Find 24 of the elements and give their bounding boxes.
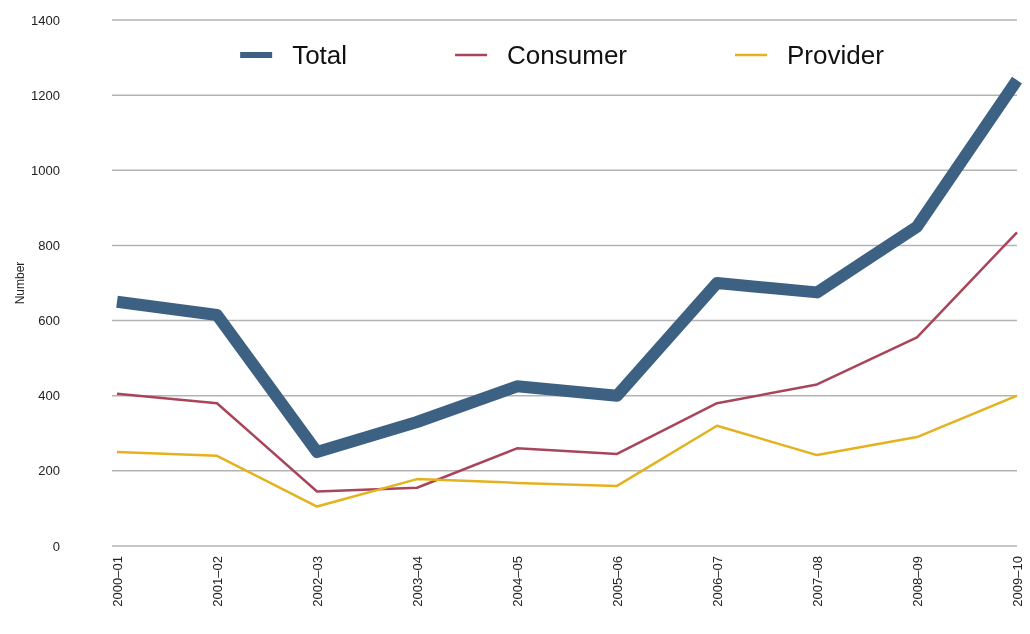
- line-series: [115, 394, 1019, 508]
- legend-label: Provider: [787, 40, 885, 70]
- y-tick-label: 0: [52, 538, 60, 554]
- legend-label: Total: [292, 40, 348, 70]
- x-tick-label: 2007–08: [809, 556, 825, 607]
- x-tick-label: 2004–05: [509, 556, 525, 607]
- y-axis-title: Number: [13, 261, 27, 305]
- y-tick-label: 1200: [31, 87, 60, 103]
- x-tick-label: 2002–03: [309, 556, 325, 607]
- y-tick-label: 1400: [31, 12, 60, 28]
- x-tick-label: 2008–09: [909, 556, 925, 607]
- x-tick-label: 2000–01: [109, 556, 125, 607]
- y-tick-label: 800: [38, 237, 60, 253]
- x-tick-label: 2003–04: [409, 556, 425, 607]
- legend-label: Consumer: [507, 40, 628, 70]
- x-tick-label: 2006–07: [709, 556, 725, 607]
- x-tick-label: 2009–10: [1009, 556, 1025, 607]
- x-tick-label: 2005–06: [609, 556, 625, 607]
- x-tick-label: 2001–02: [209, 556, 225, 607]
- y-tick-label: 200: [38, 463, 60, 479]
- y-tick-label: 1000: [31, 162, 60, 178]
- y-tick-label: 400: [38, 388, 60, 404]
- y-tick-label: 600: [38, 313, 60, 329]
- line-series: [115, 231, 1019, 493]
